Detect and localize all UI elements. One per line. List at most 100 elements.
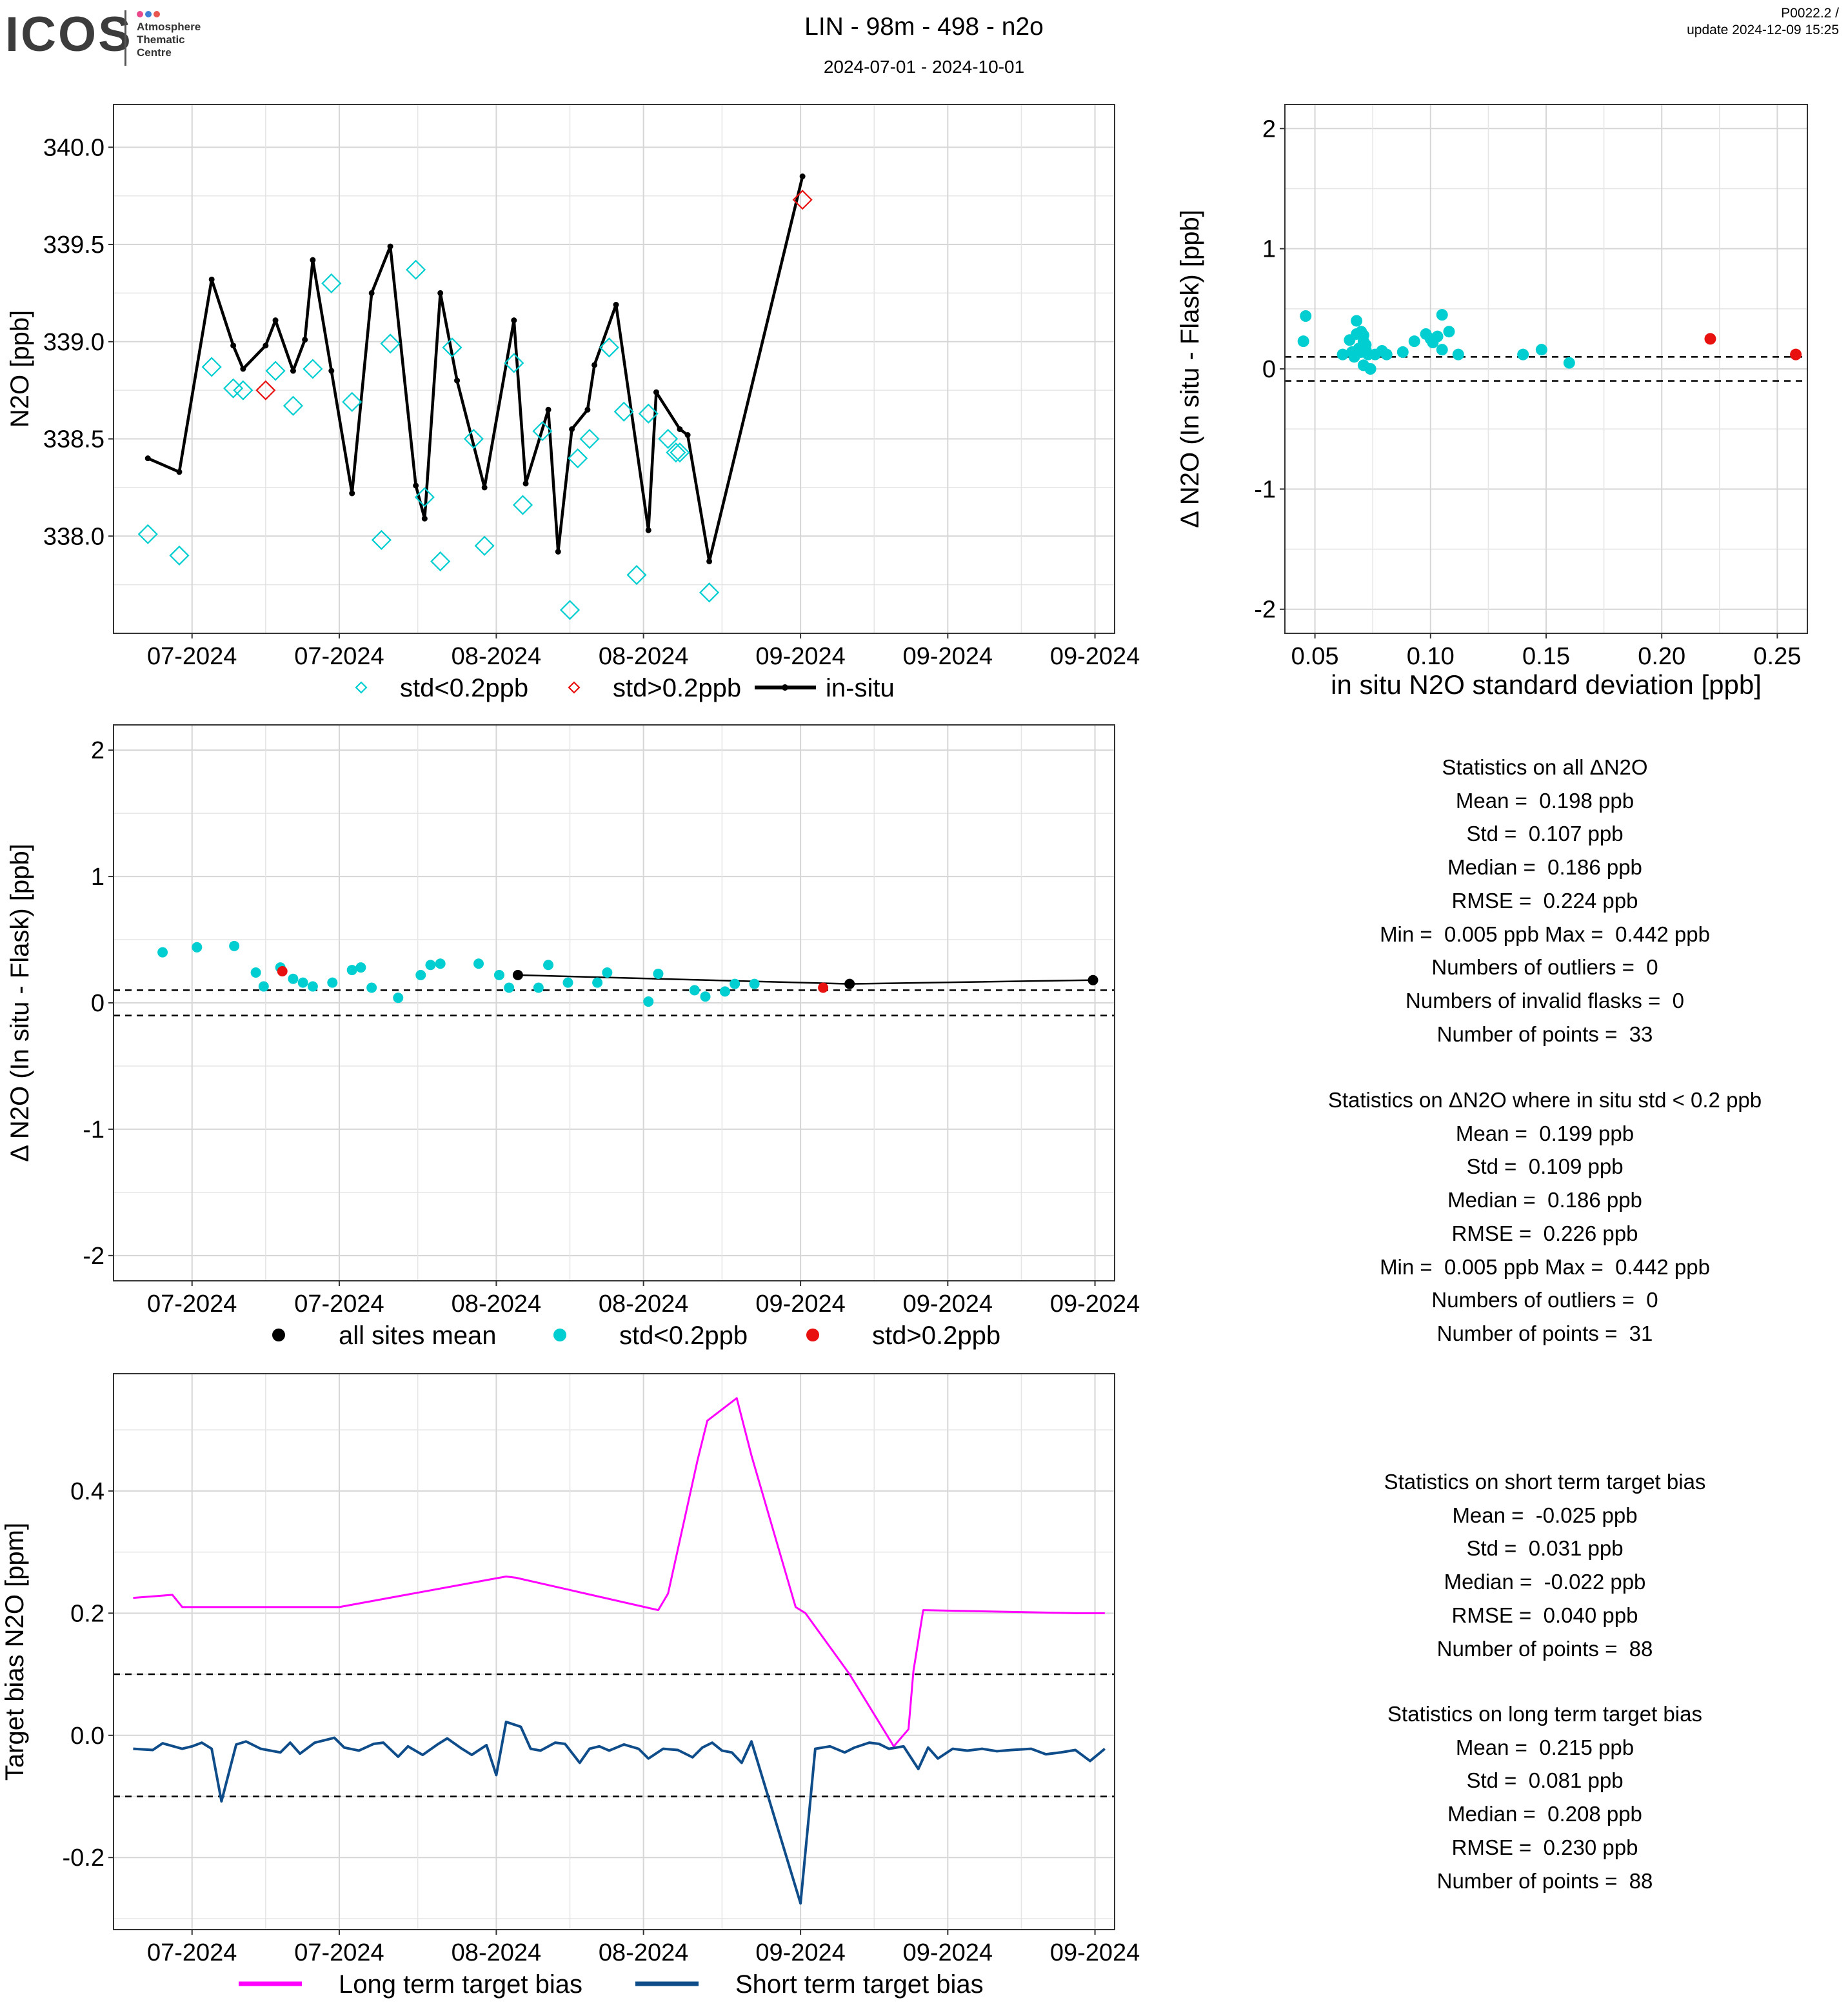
legend-marker-low-std [355,681,368,694]
in-situ-point [263,342,269,349]
flask-point-low-std [638,403,659,424]
delta-point-low-std [602,967,613,978]
scatter-point-low-std [1351,315,1363,327]
flask-point-low-std [613,401,634,422]
delta-point-low-std [307,981,318,992]
version-label: P0022.2 / [1781,6,1839,21]
flask-point-high-std [255,380,276,400]
y-axis-label: Δ N2O (In situ - Flask) [ppb] [6,844,34,1162]
delta-point-low-std [327,977,338,988]
plot-border [113,724,1115,1281]
in-situ-point [421,515,428,522]
y-axis-label: N2O [ppb] [6,310,34,428]
flask-point-low-std [666,442,686,463]
stats-line: Std = 0.031 ppb [1466,1536,1624,1561]
flask-point-low-std [568,448,588,469]
stats-line: RMSE = 0.224 ppb [1451,888,1638,913]
flask-point-low-std [137,524,158,544]
scatter-point-low-std [1443,326,1455,338]
in-situ-point [555,548,561,555]
delta-point-low-std [250,967,261,978]
x-tick-label: 08-2024 [452,643,541,670]
stats-line: Std = 0.081 ppb [1466,1768,1624,1793]
stats-line: RMSE = 0.226 ppb [1451,1221,1638,1245]
flask-point-low-std [532,420,553,442]
plot-background [114,104,1115,633]
legend-marker-mean [272,1329,285,1341]
delta-point-low-std [415,969,426,980]
flask-point-low-std [670,442,690,463]
scatter-point-high-std [1704,333,1716,345]
x-tick-label: 09-2024 [755,1290,845,1318]
plot-background [114,1374,1115,1930]
flask-point-low-std [371,529,392,550]
in-situ-point [706,558,713,564]
stats-line: Numbers of outliers = 0 [1431,955,1658,980]
x-tick-label: 07-2024 [294,643,384,670]
x-tick-label: 07-2024 [294,1290,384,1318]
x-tick-label: 09-2024 [755,643,845,670]
page-title: LIN - 98m - 498 - n2o [804,13,1044,41]
flask-point-low-std [283,395,304,416]
delta-point-low-std [653,968,664,979]
flask-point-low-std [380,333,401,354]
y-tick-label: 1 [1262,236,1276,263]
delta-point-low-std [749,978,760,989]
in-situ-point [437,290,444,296]
in-situ-point [144,455,151,462]
legend-label: std<0.2ppb [619,1321,748,1350]
scatter-point-low-std [1436,309,1448,321]
y-tick-label: 0.4 [70,1478,104,1505]
delta-point-low-std [719,986,730,997]
y-tick-label: -1 [1254,476,1276,503]
plot-border [113,104,1115,634]
in-situ-point [645,527,651,533]
x-axis-label: in situ N2O standard deviation [ppb] [1331,669,1762,700]
y-tick-label: 0 [91,990,104,1017]
y-tick-label: 338.5 [43,426,104,453]
x-tick-label: 09-2024 [903,643,993,670]
scatter-point-low-std [1436,344,1448,356]
flask-point-low-std [626,565,647,586]
y-tick-label: 339.5 [43,232,104,259]
flask-point-low-std [599,337,619,358]
update-label: update 2024-12-09 15:25 [1687,23,1839,37]
scatter-point-low-std [1380,348,1393,361]
stats-delta-filtered: Statistics on ΔN2O where in situ std < 0… [1222,1083,1848,1350]
delta-point-low-std [700,991,711,1002]
stats-line: RMSE = 0.230 ppb [1451,1835,1638,1859]
y-tick-label: -2 [1254,597,1276,624]
stats-heading: Statistics on short term target bias [1384,1470,1706,1494]
stats-short-term-bias: Statistics on short term target bias Mean… [1222,1465,1848,1665]
legend-label: all sites mean [339,1321,497,1350]
legend-label: std>0.2ppb [613,674,741,702]
y-tick-label: -2 [83,1243,104,1270]
stats-line: Numbers of invalid flasks = 0 [1406,988,1684,1013]
in-situ-point [240,366,246,372]
x-tick-label: 08-2024 [452,1939,541,1966]
short-term-bias-line [133,1720,1106,1905]
in-situ-point [481,484,488,491]
x-tick-label: 0.05 [1291,643,1339,670]
in-situ-point [569,426,575,432]
legend-label: std>0.2ppb [872,1321,1000,1350]
scatter-point-low-std [1535,344,1547,356]
logo-subtitle: Atmosphere Thematic Centre [137,21,201,59]
x-tick-label: 0.15 [1522,643,1570,670]
stats-line: Std = 0.107 ppb [1466,822,1624,846]
flask-point-low-std [559,600,581,620]
scatter-point-low-std [1408,335,1420,348]
y-tick-label: 2 [1262,115,1276,143]
stats-line: Median = 0.208 ppb [1447,1802,1642,1826]
y-tick-label: 0 [1262,356,1276,383]
stats-heading: Statistics on ΔN2O where in situ std < 0… [1327,1088,1762,1112]
x-tick-label: 07-2024 [147,1290,237,1318]
flask-point-low-std [233,380,253,400]
legend-label: Short term target bias [735,1970,984,1999]
legend-marker-high-std [568,681,581,694]
scatter-point-low-std [1452,348,1464,361]
flask-point-low-std [201,357,222,377]
delta-point-low-std [543,960,554,971]
flask-point-low-std [474,535,495,556]
y-tick-label: -0.2 [63,1844,104,1872]
